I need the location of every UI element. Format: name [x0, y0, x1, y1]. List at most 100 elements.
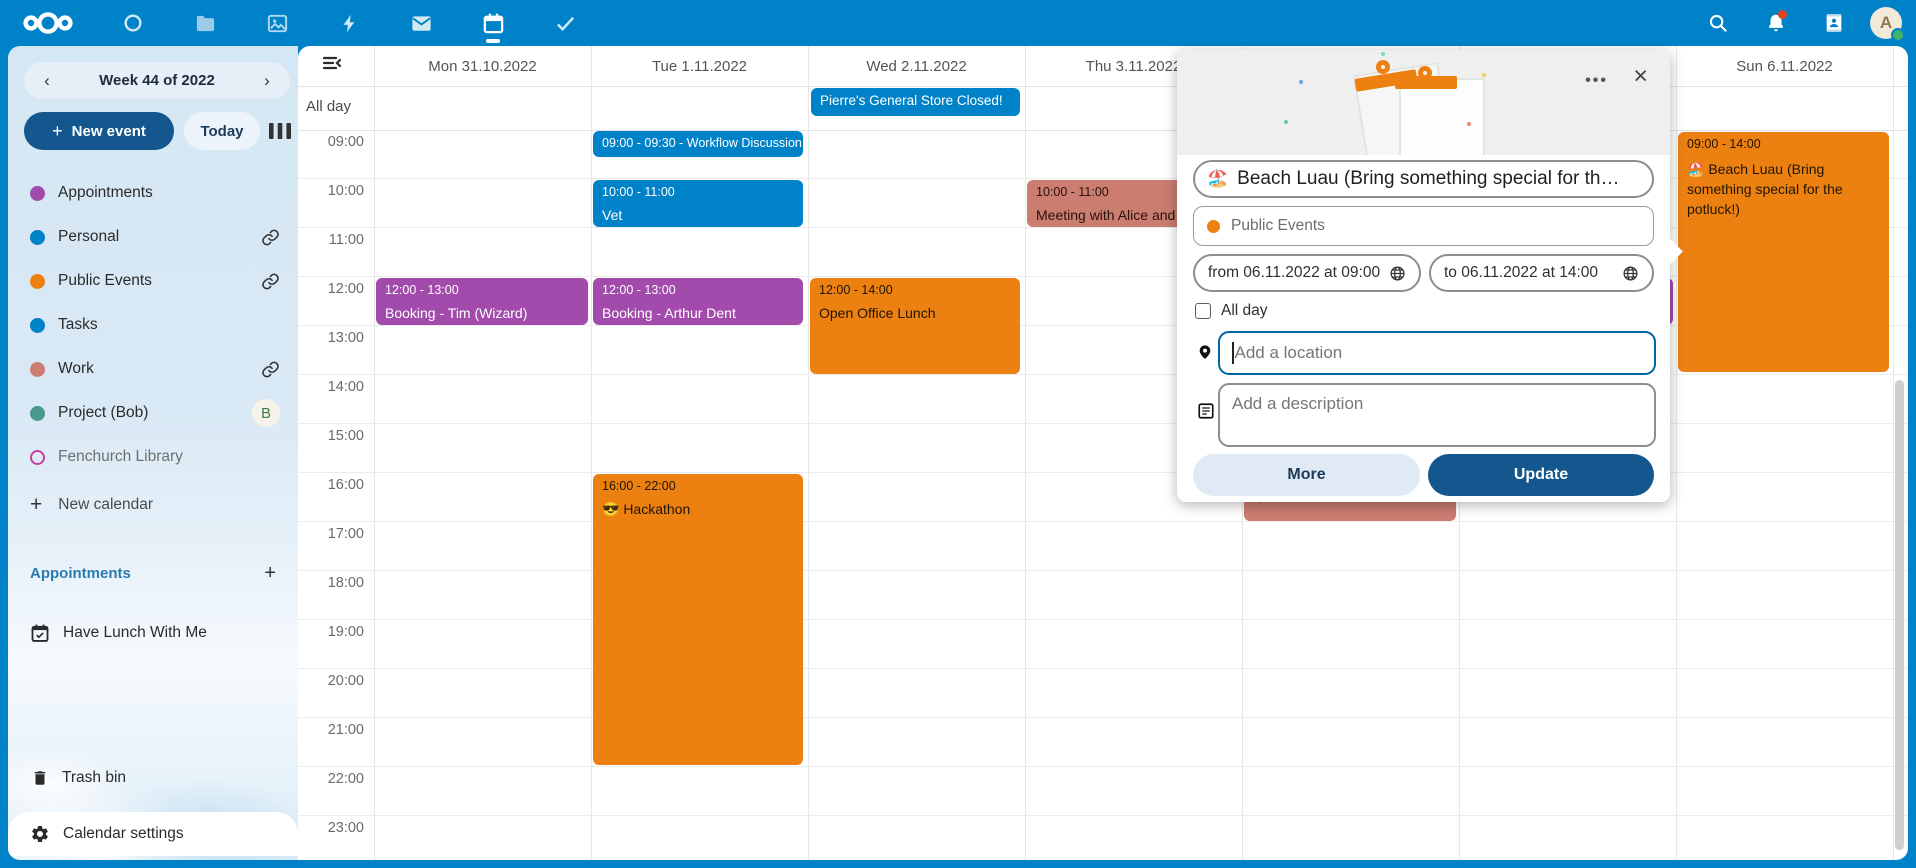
hour-label: 12:00 — [327, 281, 364, 297]
all-day-label: All day — [306, 98, 352, 115]
calendar-label: Fenchurch Library — [58, 448, 183, 465]
appointment-item-have-lunch[interactable]: Have Lunch With Me — [8, 611, 298, 655]
calendar-color-dot — [30, 229, 45, 245]
appointment-label: Have Lunch With Me — [63, 624, 207, 641]
new-calendar-button[interactable]: + New calendar — [8, 483, 298, 527]
description-placeholder: Add a description — [1232, 394, 1364, 413]
sidebar-item-tasks[interactable]: Tasks — [8, 303, 298, 347]
event-beach-luau[interactable]: 09:00 - 14:00 🏖️ Beach Luau (Bring somet… — [1678, 132, 1889, 372]
plus-icon: + — [30, 493, 43, 516]
share-link-icon[interactable] — [261, 360, 280, 379]
user-avatar[interactable]: A — [1870, 7, 1905, 42]
event-time: 10:00 - 11:00 — [602, 185, 675, 199]
end-datetime-field[interactable]: to 06.11.2022 at 14:00 — [1429, 254, 1654, 292]
section-title: Appointments — [30, 565, 131, 582]
tasks-icon[interactable] — [540, 0, 590, 46]
calendar-color-dot — [30, 405, 45, 421]
description-textarea[interactable]: Add a description — [1218, 383, 1656, 447]
nextcloud-logo[interactable] — [22, 8, 74, 38]
new-calendar-label: New calendar — [58, 496, 154, 513]
all-day-checkbox[interactable] — [1195, 303, 1211, 319]
hour-label: 16:00 — [327, 477, 364, 493]
trash-bin-button[interactable]: Trash bin — [8, 756, 298, 800]
plus-icon: + — [52, 120, 63, 141]
share-link-icon[interactable] — [261, 272, 280, 291]
calendar-check-icon — [30, 623, 50, 643]
calendar-label: Work — [58, 360, 94, 377]
end-datetime-value: to 06.11.2022 at 14:00 — [1444, 264, 1598, 281]
event-time: 16:00 - 22:00 — [602, 479, 676, 493]
next-week-button[interactable]: › — [264, 70, 270, 90]
event-booking-arthur-dent[interactable]: 12:00 - 13:00 Booking - Arthur Dent — [593, 278, 803, 325]
update-button[interactable]: Update — [1428, 454, 1654, 496]
calendar-color-dot — [1207, 219, 1220, 233]
timezone-globe-icon[interactable] — [1389, 265, 1406, 282]
start-datetime-field[interactable]: from 06.11.2022 at 09:00 — [1193, 254, 1421, 292]
day-header-sun[interactable]: Sun 6.11.2022 — [1736, 57, 1833, 75]
sidebar-item-appointments[interactable]: Appointments — [8, 171, 298, 215]
event-time: 10:00 - 11:00 — [1036, 185, 1109, 199]
popup-more-menu-icon[interactable]: ••• — [1585, 72, 1608, 89]
event-title: 😎 Hackathon — [602, 501, 691, 517]
day-header-wed[interactable]: Wed 2.11.2022 — [866, 57, 967, 75]
dashboard-icon[interactable] — [108, 0, 158, 46]
location-input[interactable]: Add a location — [1218, 331, 1656, 375]
previous-week-button[interactable]: ‹ — [44, 70, 50, 90]
share-link-icon[interactable] — [261, 228, 280, 247]
event-edit-popup: ••• × 🏖️ Beach Luau (Bring something spe… — [1177, 50, 1683, 502]
day-header-thu[interactable]: Thu 3.11.2022 — [1085, 57, 1182, 75]
hour-label: 15:00 — [327, 428, 364, 444]
week-navigation: ‹ Week 44 of 2022 › — [24, 62, 290, 99]
collapse-all-day-icon[interactable] — [322, 55, 342, 71]
new-event-button[interactable]: + New event — [24, 112, 174, 150]
today-button[interactable]: Today — [184, 112, 260, 150]
search-icon[interactable] — [1696, 0, 1740, 46]
event-title: Booking - Arthur Dent — [602, 305, 736, 321]
sidebar-item-work[interactable]: Work — [8, 347, 298, 391]
top-header-bar: A — [0, 0, 1916, 46]
sidebar-item-fenchurch-library[interactable]: Fenchurch Library — [8, 435, 298, 479]
calendar-label: Tasks — [58, 316, 98, 333]
sidebar-item-personal[interactable]: Personal — [8, 215, 298, 259]
event-workflow-discussion[interactable]: 09:00 - 09:30 - Workflow Discussion — [593, 131, 803, 157]
event-title: Open Office Lunch — [819, 305, 936, 321]
settings-label: Calendar settings — [63, 825, 184, 842]
event-booking-tim[interactable]: 12:00 - 13:00 Booking - Tim (Wizard) — [376, 278, 588, 325]
trash-label: Trash bin — [62, 769, 127, 786]
calendar-label: Personal — [58, 228, 120, 245]
status-online-dot — [1891, 28, 1905, 42]
popup-illustration — [1177, 50, 1670, 155]
activity-icon[interactable] — [324, 0, 374, 46]
event-time: 12:00 - 13:00 — [602, 283, 676, 297]
timezone-globe-icon[interactable] — [1622, 265, 1639, 282]
event-hackathon[interactable]: 16:00 - 22:00 😎 Hackathon — [593, 474, 803, 765]
add-appointment-button[interactable]: + — [264, 562, 276, 584]
hour-label: 17:00 — [327, 526, 364, 542]
calendar-settings-button[interactable]: Calendar settings — [8, 812, 298, 856]
vertical-scrollbar[interactable] — [1895, 380, 1904, 850]
gear-icon — [30, 824, 50, 844]
photos-icon[interactable] — [252, 0, 302, 46]
files-icon[interactable] — [180, 0, 230, 46]
event-vet[interactable]: 10:00 - 11:00 Vet — [593, 180, 803, 227]
close-icon[interactable]: × — [1633, 62, 1648, 90]
sidebar-item-public-events[interactable]: Public Events — [8, 259, 298, 303]
day-header-mon[interactable]: Mon 31.10.2022 — [428, 57, 537, 75]
event-title: Pierre's General Store Closed! — [820, 93, 1003, 108]
event-open-office-lunch[interactable]: 12:00 - 14:00 Open Office Lunch — [810, 278, 1020, 374]
app-navigation — [108, 0, 590, 46]
mail-icon[interactable] — [396, 0, 446, 46]
day-header-tue[interactable]: Tue 1.11.2022 — [651, 57, 748, 75]
appointments-section-header: Appointments + — [30, 562, 276, 585]
event-title-input[interactable]: 🏖️ Beach Luau (Bring something special f… — [1193, 160, 1654, 198]
notifications-bell-icon[interactable] — [1754, 0, 1798, 46]
calendar-app-icon[interactable] — [468, 0, 518, 46]
event-pierres-general-store[interactable]: Pierre's General Store Closed! — [811, 88, 1020, 116]
calendar-select[interactable]: Public Events — [1193, 206, 1654, 246]
shared-by-avatar[interactable]: B — [252, 399, 280, 427]
contacts-icon[interactable] — [1812, 0, 1856, 46]
view-columns-icon[interactable] — [268, 120, 292, 142]
hour-label: 13:00 — [327, 330, 364, 346]
more-button[interactable]: More — [1193, 454, 1420, 496]
sidebar-item-project-bob[interactable]: Project (Bob) B — [8, 391, 298, 435]
